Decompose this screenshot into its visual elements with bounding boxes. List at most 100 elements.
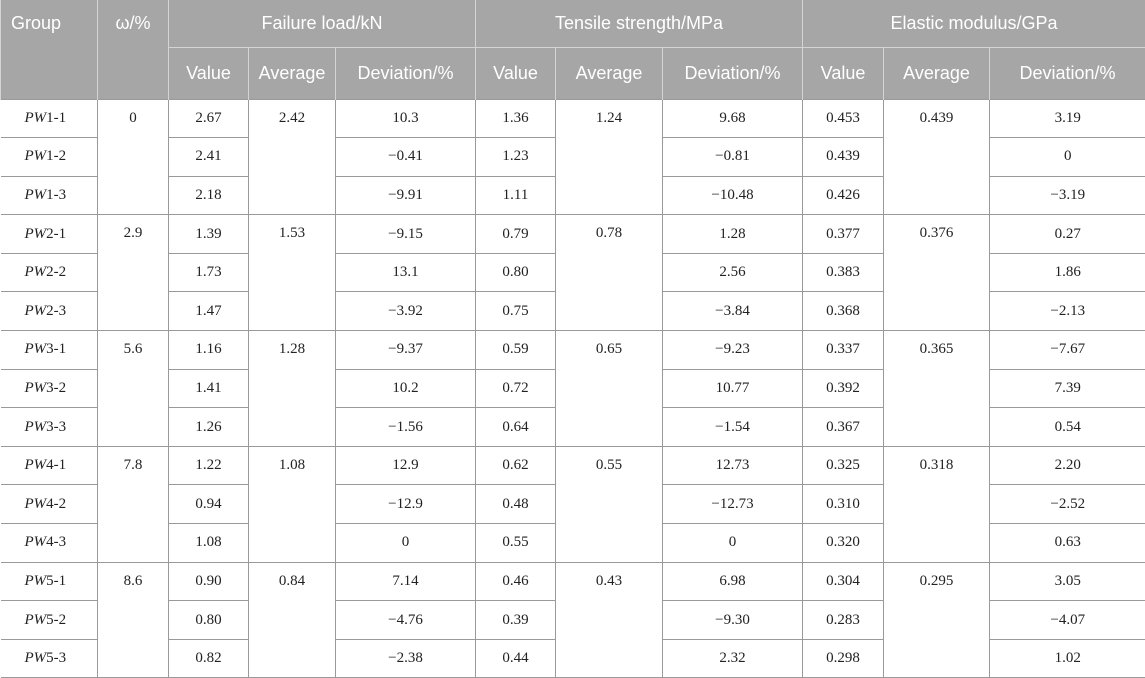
group-suffix: 5-1 bbox=[46, 573, 66, 589]
group-suffix: 2-2 bbox=[46, 264, 66, 280]
tensile-average-cell: 0.55 bbox=[556, 446, 663, 562]
header-tensile-strength: Tensile strength/MPa bbox=[476, 0, 803, 47]
failure-deviation-cell: −3.92 bbox=[336, 292, 476, 331]
group-cell: PW3-2 bbox=[1, 369, 98, 408]
omega-cell: 2.9 bbox=[98, 215, 169, 331]
group-prefix: PW bbox=[25, 187, 47, 203]
failure-value-cell: 0.82 bbox=[169, 639, 249, 678]
group-suffix: 5-3 bbox=[46, 650, 66, 666]
group-cell: PW5-2 bbox=[1, 601, 98, 640]
header-failure-load: Failure load/kN bbox=[169, 0, 476, 47]
tensile-average-cell: 0.78 bbox=[556, 215, 663, 331]
elastic-deviation-cell: 1.86 bbox=[990, 253, 1145, 292]
group-prefix: PW bbox=[25, 264, 47, 280]
elastic-deviation-cell: 7.39 bbox=[990, 369, 1145, 408]
failure-deviation-cell: −12.9 bbox=[336, 485, 476, 524]
omega-cell: 8.6 bbox=[98, 562, 169, 678]
header-group: Group bbox=[1, 0, 98, 99]
failure-deviation-cell: −9.15 bbox=[336, 215, 476, 254]
tensile-value-cell: 0.44 bbox=[476, 639, 556, 678]
failure-value-cell: 1.26 bbox=[169, 408, 249, 447]
group-suffix: 2-1 bbox=[46, 226, 66, 242]
header-elastic-deviation: Deviation/% bbox=[990, 47, 1145, 99]
group-suffix: 5-2 bbox=[46, 612, 66, 628]
group-prefix: PW bbox=[25, 341, 47, 357]
tensile-deviation-cell: 2.32 bbox=[663, 639, 803, 678]
failure-value-cell: 1.16 bbox=[169, 331, 249, 370]
failure-value-cell: 0.94 bbox=[169, 485, 249, 524]
header-omega: ω/% bbox=[98, 0, 169, 99]
group-prefix: PW bbox=[25, 110, 47, 126]
group-prefix: PW bbox=[25, 612, 47, 628]
group-cell: PW2-2 bbox=[1, 253, 98, 292]
tensile-deviation-cell: 1.28 bbox=[663, 215, 803, 254]
elastic-deviation-cell: −3.19 bbox=[990, 176, 1145, 215]
tensile-deviation-cell: −10.48 bbox=[663, 176, 803, 215]
elastic-value-cell: 0.367 bbox=[803, 408, 884, 447]
group-suffix: 3-1 bbox=[46, 341, 66, 357]
group-prefix: PW bbox=[25, 650, 47, 666]
elastic-average-cell: 0.439 bbox=[884, 99, 990, 215]
elastic-average-cell: 0.365 bbox=[884, 331, 990, 447]
table-header: Group ω/% Failure load/kN Tensile streng… bbox=[1, 0, 1145, 99]
elastic-value-cell: 0.304 bbox=[803, 562, 884, 601]
group-suffix: 4-3 bbox=[46, 534, 66, 550]
tensile-deviation-cell: 12.73 bbox=[663, 446, 803, 485]
failure-value-cell: 2.18 bbox=[169, 176, 249, 215]
tensile-value-cell: 0.59 bbox=[476, 331, 556, 370]
tensile-deviation-cell: 2.56 bbox=[663, 253, 803, 292]
tensile-deviation-cell: 6.98 bbox=[663, 562, 803, 601]
failure-value-cell: 1.22 bbox=[169, 446, 249, 485]
elastic-value-cell: 0.283 bbox=[803, 601, 884, 640]
group-prefix: PW bbox=[25, 573, 47, 589]
failure-deviation-cell: −4.76 bbox=[336, 601, 476, 640]
tensile-value-cell: 0.79 bbox=[476, 215, 556, 254]
failure-average-cell: 1.08 bbox=[249, 446, 336, 562]
tensile-deviation-cell: −9.30 bbox=[663, 601, 803, 640]
tensile-value-cell: 0.72 bbox=[476, 369, 556, 408]
header-tensile-deviation: Deviation/% bbox=[663, 47, 803, 99]
header-failure-value: Value bbox=[169, 47, 249, 99]
failure-average-cell: 0.84 bbox=[249, 562, 336, 678]
tensile-value-cell: 0.46 bbox=[476, 562, 556, 601]
header-elastic-value: Value bbox=[803, 47, 884, 99]
group-cell: PW1-3 bbox=[1, 176, 98, 215]
tensile-average-cell: 0.65 bbox=[556, 331, 663, 447]
group-prefix: PW bbox=[25, 380, 47, 396]
elastic-value-cell: 0.325 bbox=[803, 446, 884, 485]
elastic-average-cell: 0.295 bbox=[884, 562, 990, 678]
failure-value-cell: 1.41 bbox=[169, 369, 249, 408]
elastic-deviation-cell: −2.13 bbox=[990, 292, 1145, 331]
group-suffix: 4-1 bbox=[46, 457, 66, 473]
tensile-value-cell: 0.64 bbox=[476, 408, 556, 447]
tensile-value-cell: 0.39 bbox=[476, 601, 556, 640]
tensile-deviation-cell: −9.23 bbox=[663, 331, 803, 370]
group-cell: PW1-1 bbox=[1, 99, 98, 138]
tensile-value-cell: 0.62 bbox=[476, 446, 556, 485]
tensile-value-cell: 1.36 bbox=[476, 99, 556, 138]
elastic-deviation-cell: 2.20 bbox=[990, 446, 1145, 485]
failure-deviation-cell: 10.2 bbox=[336, 369, 476, 408]
tensile-value-cell: 1.23 bbox=[476, 138, 556, 177]
elastic-value-cell: 0.337 bbox=[803, 331, 884, 370]
tensile-average-cell: 0.43 bbox=[556, 562, 663, 678]
group-prefix: PW bbox=[25, 457, 47, 473]
tensile-value-cell: 1.11 bbox=[476, 176, 556, 215]
group-suffix: 1-3 bbox=[46, 187, 66, 203]
group-cell: PW2-3 bbox=[1, 292, 98, 331]
omega-cell: 7.8 bbox=[98, 446, 169, 562]
header-elastic-modulus: Elastic modulus/GPa bbox=[803, 0, 1145, 47]
group-prefix: PW bbox=[25, 496, 47, 512]
failure-value-cell: 0.90 bbox=[169, 562, 249, 601]
group-cell: PW1-2 bbox=[1, 138, 98, 177]
group-suffix: 2-3 bbox=[46, 303, 66, 319]
elastic-deviation-cell: −2.52 bbox=[990, 485, 1145, 524]
failure-deviation-cell: 13.1 bbox=[336, 253, 476, 292]
failure-deviation-cell: 7.14 bbox=[336, 562, 476, 601]
group-suffix: 3-3 bbox=[46, 419, 66, 435]
group-prefix: PW bbox=[25, 148, 47, 164]
elastic-deviation-cell: 0.27 bbox=[990, 215, 1145, 254]
